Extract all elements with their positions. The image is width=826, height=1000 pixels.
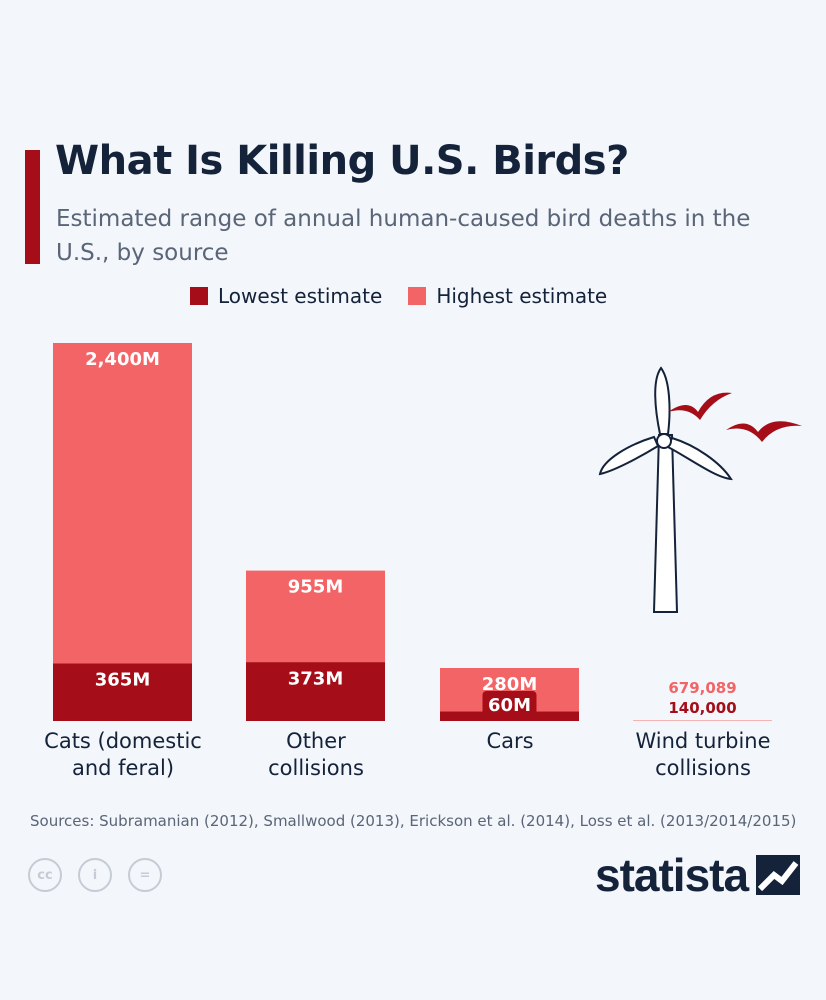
sources-note: Sources: Subramanian (2012), Smallwood (…	[30, 812, 797, 830]
category-label-line: Cats (domestic	[44, 729, 202, 753]
data-label-highest: 280M	[482, 674, 538, 695]
cc-glyph: cc	[37, 867, 53, 883]
turbine-blade-up	[654, 366, 671, 435]
category-label-line: Wind turbine	[635, 729, 771, 753]
turbine-hub	[656, 433, 672, 449]
data-label-badge	[482, 691, 537, 717]
data-label-lowest: 365M	[95, 670, 151, 691]
data-label-highest: 679,089	[668, 679, 736, 697]
chart-title: What Is Killing U.S. Birds?	[55, 138, 629, 184]
legend-item-low: Lowest estimate	[190, 284, 382, 308]
data-label-highest: 2,400M	[85, 349, 160, 370]
no-derivatives-icon[interactable]: =	[128, 858, 162, 892]
category-label-cars: Cars	[420, 728, 600, 755]
legend-label-low: Lowest estimate	[218, 284, 383, 308]
birds-illustration	[668, 392, 802, 442]
statista-logo[interactable]: statista	[595, 848, 801, 902]
bird-icon	[726, 421, 802, 442]
category-label-cats: Cats (domestic and feral)	[33, 728, 213, 782]
category-label-line: collisions	[268, 756, 364, 780]
category-label-line: Other	[286, 729, 346, 753]
cc-icon[interactable]: cc	[28, 858, 62, 892]
category-label-line: collisions	[655, 756, 751, 780]
turbine-tower	[652, 434, 679, 613]
data-label-highest: 955M	[288, 577, 344, 598]
data-label-lowest: 140,000	[668, 699, 736, 717]
attribution-glyph: i	[92, 867, 98, 883]
statista-logo-text: statista	[595, 849, 749, 901]
bar-lowest	[53, 663, 192, 721]
legend-swatch-high	[408, 287, 427, 305]
legend-label-high: Highest estimate	[436, 284, 608, 308]
no-derivatives-glyph: =	[139, 867, 151, 883]
category-label-wind-turbine: Wind turbine collisions	[613, 728, 793, 782]
category-label-line: and feral)	[71, 756, 175, 780]
legend-swatch-low	[190, 287, 208, 305]
bird-icon	[668, 392, 732, 420]
data-label-lowest: 60M	[488, 695, 531, 716]
legend: Lowest estimate Highest estimate	[190, 284, 633, 308]
title-accent-bar	[25, 150, 40, 264]
turbine-blade-right	[666, 436, 733, 481]
turbine-blade-left	[598, 435, 660, 476]
statista-logo-icon	[756, 855, 801, 895]
bar-highest	[53, 343, 192, 721]
bar-highest	[633, 720, 772, 721]
attribution-icon[interactable]: i	[78, 858, 112, 892]
chart-subtitle: Estimated range of annual human-caused b…	[56, 206, 751, 266]
category-label-other-collisions: Other collisions	[226, 728, 406, 782]
legend-item-high: Highest estimate	[408, 284, 607, 308]
wind-turbine-illustration	[598, 366, 733, 613]
data-label-lowest: 373M	[288, 668, 344, 689]
bar-lowest	[246, 662, 385, 721]
category-label-line: Cars	[486, 729, 534, 753]
